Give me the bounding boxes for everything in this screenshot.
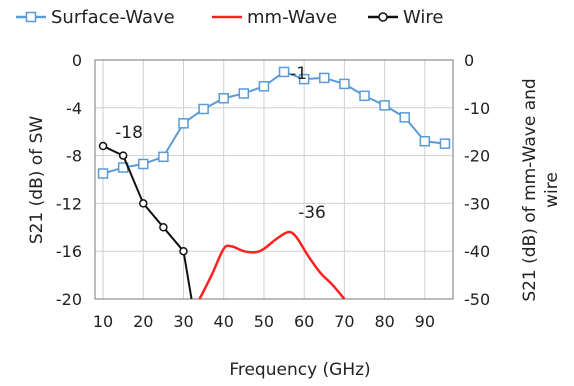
x-tick-label: 10 bbox=[93, 312, 113, 331]
series-layer bbox=[97, 66, 451, 300]
y-left-tick-label: -16 bbox=[56, 242, 82, 261]
data-label: -36 bbox=[298, 203, 326, 223]
data-label: -1 bbox=[290, 64, 307, 84]
surface-wave-point bbox=[158, 151, 169, 163]
x-tick-label: 50 bbox=[254, 312, 274, 331]
x-tick-label: 80 bbox=[374, 312, 394, 331]
surface-wave-point bbox=[439, 138, 451, 149]
surface-wave-point bbox=[359, 90, 370, 102]
wire-point bbox=[118, 151, 128, 160]
wire-point bbox=[98, 141, 108, 151]
x-tick-label: 70 bbox=[334, 312, 354, 331]
surface-wave-point bbox=[178, 118, 189, 129]
y-right-tick-label: -50 bbox=[464, 290, 490, 309]
plot-frame bbox=[94, 59, 454, 300]
annotations: -1 -18 -36 bbox=[115, 64, 326, 223]
surface-wave-line bbox=[102, 70, 446, 175]
tick-labels: 10 20 30 40 50 60 70 80 90 0 -4 -8 -12 -16 -20 0 -10 -20 -… bbox=[56, 51, 490, 331]
surface-wave-point bbox=[399, 112, 410, 123]
y-right-tick-label: -10 bbox=[464, 99, 490, 118]
wire-point bbox=[179, 246, 188, 256]
wire-point bbox=[159, 223, 168, 232]
y-axis-right-title-line: S21 (dB) of mm-Wave and bbox=[520, 78, 540, 301]
x-tick-label: 90 bbox=[415, 312, 435, 331]
y-left-tick-label: 0 bbox=[72, 51, 82, 70]
y-right-tick-label: -30 bbox=[464, 194, 490, 213]
legend: Surface-Wave mm-Wave Wire bbox=[16, 7, 443, 28]
y-axis-right-title: S21 (dB) of mm-Wave and wire bbox=[520, 78, 562, 301]
legend-label-mm-wave: mm-Wave bbox=[247, 7, 337, 28]
legend-label-wire: Wire bbox=[403, 7, 443, 28]
grid bbox=[95, 59, 453, 300]
surface-wave-point bbox=[419, 136, 431, 147]
surface-wave-point bbox=[278, 66, 290, 78]
surface-wave-point bbox=[258, 81, 270, 92]
surface-wave-point bbox=[379, 100, 390, 111]
y-axis-left-title: S21 (dB) of SW bbox=[27, 116, 47, 245]
surface-wave-point bbox=[339, 78, 350, 90]
mm-wave-line bbox=[198, 230, 346, 300]
y-left-tick-label: -12 bbox=[56, 194, 82, 213]
legend-label-surface-wave: Surface-Wave bbox=[51, 7, 175, 28]
surface-wave-point bbox=[238, 88, 250, 99]
surface-wave-point bbox=[218, 92, 229, 104]
data-label: -18 bbox=[115, 123, 143, 143]
y-right-tick-label: -40 bbox=[464, 242, 490, 261]
legend-marker-surface-wave bbox=[25, 11, 37, 23]
y-left-tick-label: -4 bbox=[66, 99, 82, 118]
y-left-tick-label: -8 bbox=[66, 147, 82, 166]
y-right-tick-label: -20 bbox=[464, 147, 490, 166]
surface-wave-point bbox=[138, 158, 149, 170]
x-axis-title: Frequency (GHz) bbox=[229, 360, 370, 380]
x-tick-label: 20 bbox=[133, 312, 153, 331]
surface-wave-point bbox=[198, 103, 209, 115]
surface-wave-point bbox=[97, 168, 109, 179]
y-left-tick-label: -20 bbox=[56, 290, 82, 309]
surface-wave-point bbox=[298, 73, 310, 85]
wire-point bbox=[139, 199, 148, 208]
legend-marker-wire bbox=[378, 12, 388, 22]
y-right-tick-label: 0 bbox=[464, 51, 474, 70]
x-tick-label: 60 bbox=[294, 312, 314, 331]
surface-wave-point bbox=[319, 72, 330, 84]
x-tick-label: 30 bbox=[173, 312, 193, 331]
y-axis-right-title-line: wire bbox=[542, 172, 562, 208]
x-tick-label: 40 bbox=[214, 312, 234, 331]
